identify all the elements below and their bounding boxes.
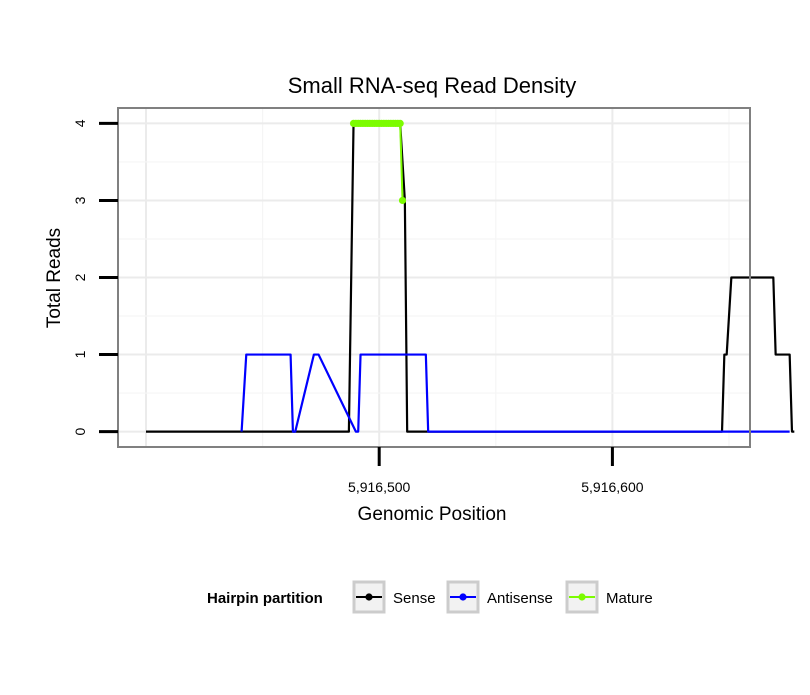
antisense-series-line: [240, 353, 790, 433]
legend-label-mature: Mature: [606, 590, 653, 607]
grid-lines: [118, 108, 750, 447]
legend-item-mature: Mature: [565, 580, 653, 614]
x-tick-label: 5,916,500: [348, 479, 410, 495]
mature-point: [396, 119, 404, 128]
y-tick-label: 4: [72, 119, 88, 127]
legend-item-sense: Sense: [352, 580, 436, 614]
legend-key-point-mature: [578, 593, 586, 601]
legend: Hairpin partition Sense Antisense Mature: [207, 580, 653, 614]
mature-point: [398, 196, 407, 205]
x-tick-label: 5,916,600: [581, 479, 643, 495]
y-axis-label: Total Reads: [44, 228, 65, 328]
legend-entries: Sense Antisense Mature: [352, 580, 653, 614]
series-layer: [145, 119, 795, 433]
legend-label-antisense: Antisense: [487, 590, 553, 607]
x-axis-label: Genomic Position: [358, 504, 507, 525]
x-axis: 5,916,500 5,916,600: [348, 447, 644, 495]
y-tick-label: 3: [72, 196, 88, 204]
y-tick-label: 0: [72, 427, 88, 435]
legend-key-point-sense: [365, 593, 373, 601]
y-axis: 0 1 2 3 4: [72, 119, 118, 435]
legend-key-point-antisense: [459, 593, 467, 601]
legend-title: Hairpin partition: [207, 590, 323, 607]
chart-title: Small RNA-seq Read Density: [288, 73, 577, 98]
legend-label-sense: Sense: [393, 590, 436, 607]
legend-item-antisense: Antisense: [446, 580, 553, 614]
y-tick-label: 2: [72, 273, 88, 281]
y-tick-label: 1: [72, 350, 88, 358]
